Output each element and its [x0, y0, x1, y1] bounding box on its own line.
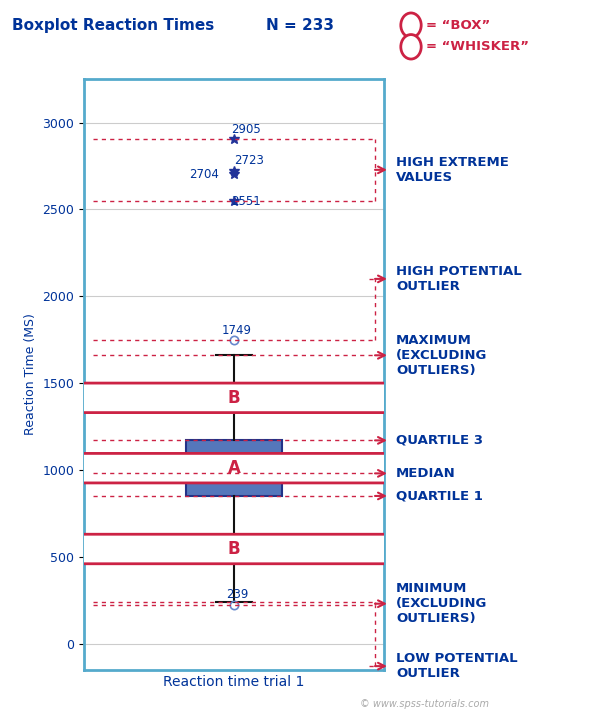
Text: = “WHISKER”: = “WHISKER”: [426, 40, 529, 53]
Circle shape: [0, 454, 600, 483]
Text: MEDIAN: MEDIAN: [396, 467, 456, 480]
Text: 2704: 2704: [189, 168, 219, 181]
Text: QUARTILE 3: QUARTILE 3: [396, 434, 483, 447]
Text: = “BOX”: = “BOX”: [426, 19, 490, 32]
Text: B: B: [227, 389, 241, 407]
Circle shape: [0, 534, 600, 564]
Circle shape: [0, 383, 600, 413]
Text: Boxplot Reaction Times: Boxplot Reaction Times: [12, 18, 214, 33]
Text: B: B: [227, 540, 241, 558]
Y-axis label: Reaction Time (MS): Reaction Time (MS): [24, 313, 37, 436]
X-axis label: Reaction time trial 1: Reaction time trial 1: [163, 675, 305, 689]
Text: 2551: 2551: [231, 194, 261, 207]
Text: MAXIMUM
(EXCLUDING
OUTLIERS): MAXIMUM (EXCLUDING OUTLIERS): [396, 334, 487, 377]
Text: HIGH POTENTIAL
OUTLIER: HIGH POTENTIAL OUTLIER: [396, 265, 522, 293]
Text: N = 233: N = 233: [266, 18, 334, 33]
Text: LOW POTENTIAL
OUTLIER: LOW POTENTIAL OUTLIER: [396, 652, 518, 680]
Bar: [186, 441, 282, 496]
Text: 239: 239: [226, 588, 248, 601]
Text: A: A: [406, 19, 416, 32]
Text: B: B: [406, 40, 416, 53]
Text: © www.spss-tutorials.com: © www.spss-tutorials.com: [360, 699, 489, 709]
Text: 2905: 2905: [231, 122, 261, 135]
Text: MINIMUM
(EXCLUDING
OUTLIERS): MINIMUM (EXCLUDING OUTLIERS): [396, 582, 487, 625]
Text: A: A: [227, 459, 241, 477]
Text: 1749: 1749: [222, 324, 252, 337]
Text: QUARTILE 1: QUARTILE 1: [396, 490, 483, 503]
Text: HIGH EXTREME
VALUES: HIGH EXTREME VALUES: [396, 156, 509, 184]
Text: 2723: 2723: [234, 154, 264, 167]
